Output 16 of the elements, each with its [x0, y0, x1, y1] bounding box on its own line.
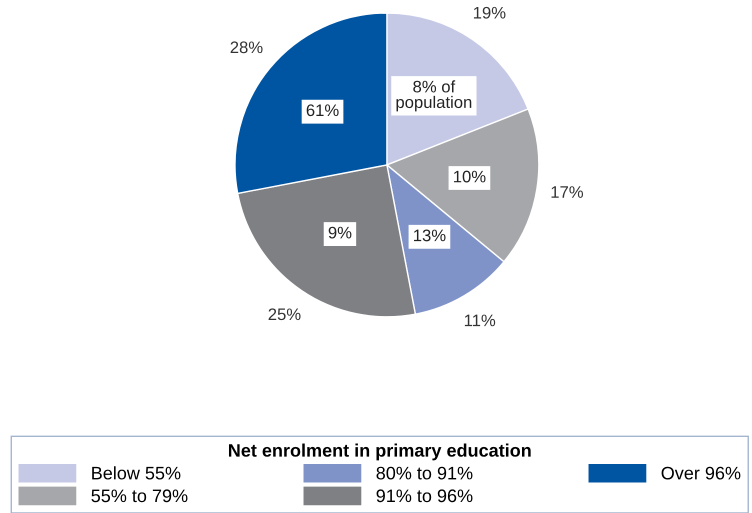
legend-label: Below 55%: [92, 466, 180, 480]
text: 10%: [454, 170, 486, 182]
legend-title: Net enrolment in primary education: [228, 444, 531, 460]
text: 61%: [306, 104, 339, 116]
data-label: 11%: [464, 314, 496, 326]
legend-label: Over 96%: [662, 466, 740, 480]
text: 8% of population: [396, 80, 472, 112]
legend-label: 80% to 91%: [376, 466, 472, 480]
data-label: 25%: [268, 308, 301, 320]
data-label: 19%: [474, 6, 506, 19]
text: 13%: [414, 230, 446, 242]
data-label: 28%: [230, 41, 263, 54]
data-label: 17%: [552, 186, 584, 198]
legend-label: 55% to 79%: [91, 489, 188, 502]
legend-label: 91% to 96%: [376, 489, 472, 502]
text: 9%: [328, 226, 352, 239]
